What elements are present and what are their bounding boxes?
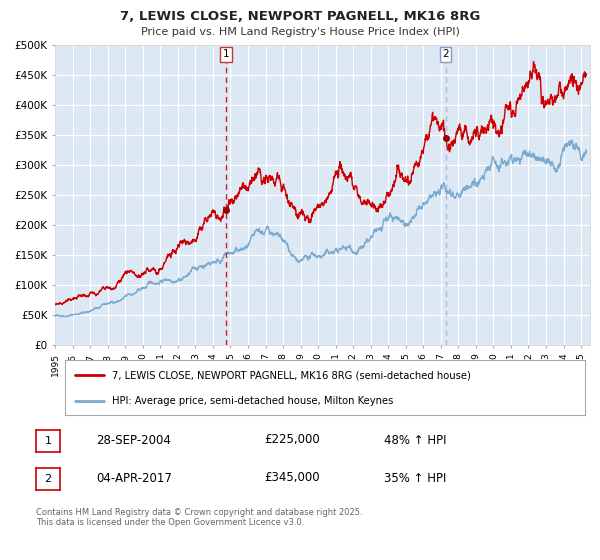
Text: 2: 2 — [442, 49, 449, 59]
Text: 1: 1 — [223, 49, 229, 59]
Text: £345,000: £345,000 — [264, 472, 320, 484]
Text: 7, LEWIS CLOSE, NEWPORT PAGNELL, MK16 8RG (semi-detached house): 7, LEWIS CLOSE, NEWPORT PAGNELL, MK16 8R… — [112, 370, 470, 380]
Text: Contains HM Land Registry data © Crown copyright and database right 2025.
This d: Contains HM Land Registry data © Crown c… — [36, 508, 362, 528]
Text: 35% ↑ HPI: 35% ↑ HPI — [384, 472, 446, 484]
Text: £225,000: £225,000 — [264, 433, 320, 446]
Text: HPI: Average price, semi-detached house, Milton Keynes: HPI: Average price, semi-detached house,… — [112, 396, 393, 405]
Text: 2: 2 — [44, 474, 52, 484]
Text: 04-APR-2017: 04-APR-2017 — [96, 472, 172, 484]
Text: Price paid vs. HM Land Registry's House Price Index (HPI): Price paid vs. HM Land Registry's House … — [140, 27, 460, 37]
Text: 48% ↑ HPI: 48% ↑ HPI — [384, 433, 446, 446]
Text: 28-SEP-2004: 28-SEP-2004 — [96, 433, 171, 446]
Text: 1: 1 — [44, 436, 52, 446]
Text: 7, LEWIS CLOSE, NEWPORT PAGNELL, MK16 8RG: 7, LEWIS CLOSE, NEWPORT PAGNELL, MK16 8R… — [120, 10, 480, 23]
